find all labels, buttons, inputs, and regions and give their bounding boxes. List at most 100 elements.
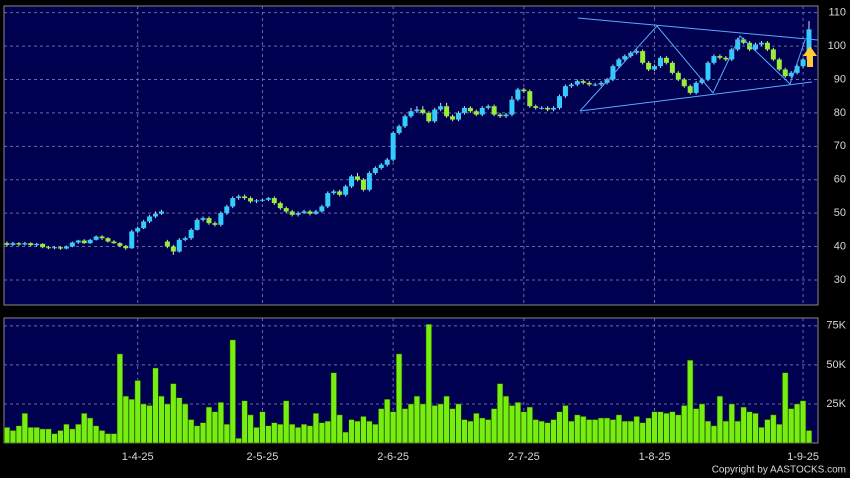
volume-bar — [259, 411, 266, 444]
volume-bar — [592, 419, 599, 444]
candle-body — [111, 241, 117, 244]
volume-bar — [603, 417, 611, 444]
volume-bar — [223, 424, 230, 444]
candle-body — [681, 79, 687, 87]
candle-body — [669, 62, 675, 73]
volume-bar — [75, 424, 82, 444]
candle-body — [230, 198, 236, 207]
volume-bar — [728, 403, 735, 444]
volume-bar — [15, 425, 22, 444]
volume-bar — [455, 403, 462, 444]
volume-bar — [21, 413, 28, 444]
x-tick-label: 2-6-25 — [377, 451, 409, 463]
candle-body — [271, 198, 277, 204]
y-tick-label: 50K — [826, 359, 846, 371]
volume-bar — [318, 422, 325, 444]
volume-bar — [764, 419, 771, 444]
candle-body — [646, 62, 652, 70]
candle-body — [503, 114, 509, 117]
volume-bar — [651, 411, 658, 444]
candle-body — [147, 216, 153, 222]
candle-body — [574, 81, 580, 85]
candle-body — [663, 57, 669, 63]
y-tick-label: 60 — [834, 174, 846, 186]
candle-body — [40, 243, 46, 248]
volume-bar — [199, 422, 207, 444]
y-tick-label: 90 — [834, 73, 846, 85]
candle-body — [455, 112, 461, 120]
volume-bar — [508, 405, 516, 444]
candle-body — [141, 221, 147, 229]
volume-bar — [710, 425, 717, 444]
candle-body — [248, 198, 254, 202]
candle-body — [527, 91, 533, 107]
volume-bar — [621, 420, 628, 444]
volume-bar — [491, 408, 498, 444]
candle-body — [497, 114, 503, 117]
volume-bar — [265, 425, 272, 444]
candle-body — [491, 106, 497, 115]
candle-body — [592, 84, 598, 86]
volume-bar — [128, 399, 135, 444]
candle-body — [640, 51, 646, 63]
volume-bar — [99, 430, 106, 444]
volume-bar — [306, 425, 314, 444]
candle-body — [355, 176, 361, 180]
candle-body — [153, 213, 159, 217]
volume-bar — [716, 395, 723, 444]
volume-bar — [722, 420, 729, 444]
candle-body — [562, 86, 568, 97]
volume-bar — [497, 383, 504, 444]
candle-body — [705, 62, 711, 80]
candle-body — [4, 243, 10, 245]
y-tick-label: 70 — [834, 140, 846, 152]
y-tick-label: 30 — [834, 274, 846, 286]
candle-body — [200, 218, 206, 220]
volume-bar — [295, 427, 302, 444]
volume-bar — [586, 419, 593, 444]
candle-body — [158, 211, 164, 214]
volume-bar — [532, 419, 539, 444]
candle-body — [770, 49, 776, 60]
volume-bar — [431, 405, 438, 444]
volume-bar — [289, 424, 296, 444]
candle-body — [432, 109, 438, 122]
candle-body — [10, 243, 16, 245]
candle-body — [687, 86, 693, 93]
y-tick-label: 50 — [834, 207, 846, 219]
candle-body — [723, 57, 729, 60]
trend-line — [577, 17, 819, 41]
candle-body — [758, 42, 764, 45]
volume-bar — [241, 400, 248, 444]
price-panel — [3, 5, 819, 306]
volume-bar — [687, 359, 694, 444]
volume-bar — [615, 414, 622, 444]
plot-area: 30 40 50 60 70 80 90 100 110 25K 50K 75K 1-4-25 2-5-2… — [3, 6, 847, 463]
volume-bar — [657, 411, 664, 444]
candle-body — [473, 111, 479, 115]
candle-body — [402, 116, 408, 127]
candle-body — [420, 109, 426, 113]
volume-bar — [502, 395, 510, 444]
volume-bar — [170, 383, 177, 444]
volume-bar — [116, 353, 123, 444]
volume-bar — [639, 422, 646, 444]
volume-bar — [752, 413, 759, 444]
volume-bar — [57, 430, 64, 444]
volume-bar — [704, 420, 712, 444]
candle-body — [313, 211, 319, 214]
candle-body — [319, 206, 325, 212]
x-tick-label: 1-8-25 — [639, 451, 671, 463]
candle-body — [485, 106, 491, 108]
candle-body — [46, 247, 52, 249]
volume-bar — [693, 408, 700, 444]
candle-body — [105, 238, 111, 242]
volume-bar — [158, 395, 165, 444]
signal-arrow — [803, 46, 817, 67]
candle-body — [265, 198, 271, 200]
volume-bar — [324, 420, 331, 444]
volume-bar — [9, 430, 16, 444]
candle-body — [479, 107, 485, 115]
candle-body — [129, 231, 135, 249]
